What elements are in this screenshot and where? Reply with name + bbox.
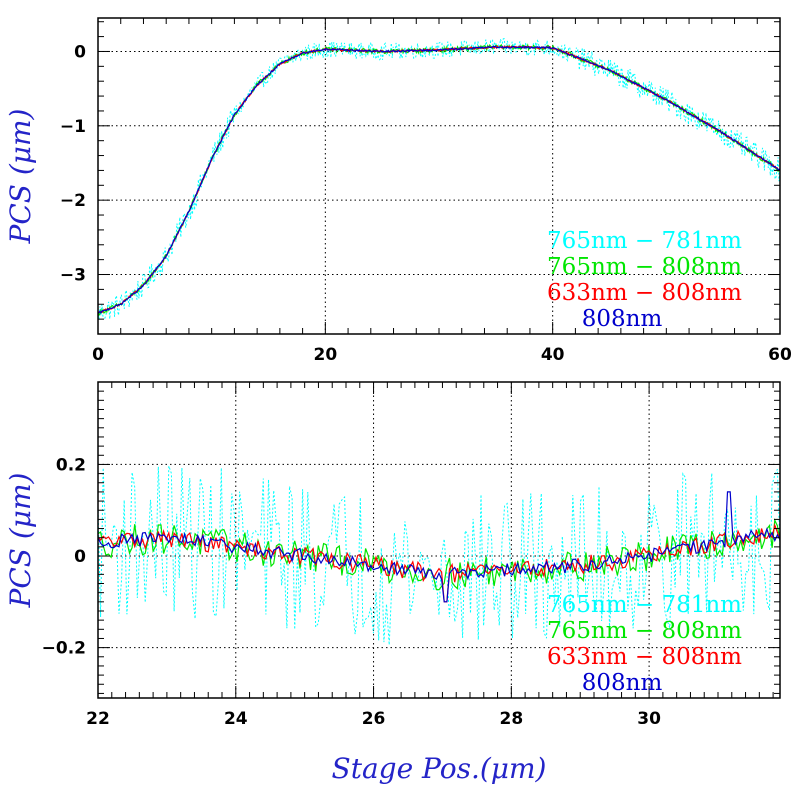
legend-entry-1: 765nm − 808nm (547, 254, 742, 280)
legend-entry-3: 808nm (582, 670, 663, 696)
x-tick-label: 28 (499, 709, 523, 729)
x-tick-label: 24 (224, 709, 248, 729)
top-panel: 0 20 40 60 −3 −2 −1 0 PCS (μm) 765nm − 781nm765nm… (4, 17, 792, 365)
x-tick-label: 22 (86, 709, 110, 729)
legend-entry-2: 633nm − 808nm (547, 280, 742, 306)
y-tick-label: −2 (60, 191, 86, 211)
x-tick-label: 30 (637, 709, 661, 729)
legend-entry-2: 633nm − 808nm (547, 644, 742, 670)
y-tick-label: 0 (74, 42, 86, 62)
series-line-1 (98, 517, 780, 591)
y-axis-title: PCS (μm) (4, 109, 37, 245)
x-tick-label: 0 (92, 345, 104, 365)
legend-entry-0: 765nm − 781nm (547, 592, 742, 618)
series-line-3 (98, 491, 780, 603)
y-tick-label: −1 (60, 117, 86, 137)
series-line-2 (98, 523, 780, 603)
y-tick-label: −3 (60, 266, 86, 286)
series-group (98, 465, 780, 645)
bottom-panel: 22 24 26 28 30 −0.2 0 0.2 PCS (μm) Stage Pos.(μm)… (4, 381, 781, 785)
x-tick-label: 26 (362, 709, 386, 729)
legend-entry-0: 765nm − 781nm (547, 228, 742, 254)
x-tick-label: 60 (768, 345, 792, 365)
y-tick-label: 0.2 (56, 455, 86, 475)
x-axis-title: Stage Pos.(μm) (332, 752, 547, 785)
legend-entry-3: 808nm (582, 306, 663, 332)
legend-entry-1: 765nm − 808nm (547, 618, 742, 644)
x-tick-label: 20 (313, 345, 337, 365)
y-axis-title: PCS (μm) (4, 473, 37, 609)
y-tick-label: 0 (74, 547, 86, 567)
series-group (98, 38, 780, 320)
series-line-3 (98, 45, 780, 314)
series-line-0 (98, 465, 780, 645)
plot-frame (97, 381, 781, 699)
y-tick-label: −0.2 (42, 639, 86, 659)
x-tick-label: 40 (541, 345, 565, 365)
